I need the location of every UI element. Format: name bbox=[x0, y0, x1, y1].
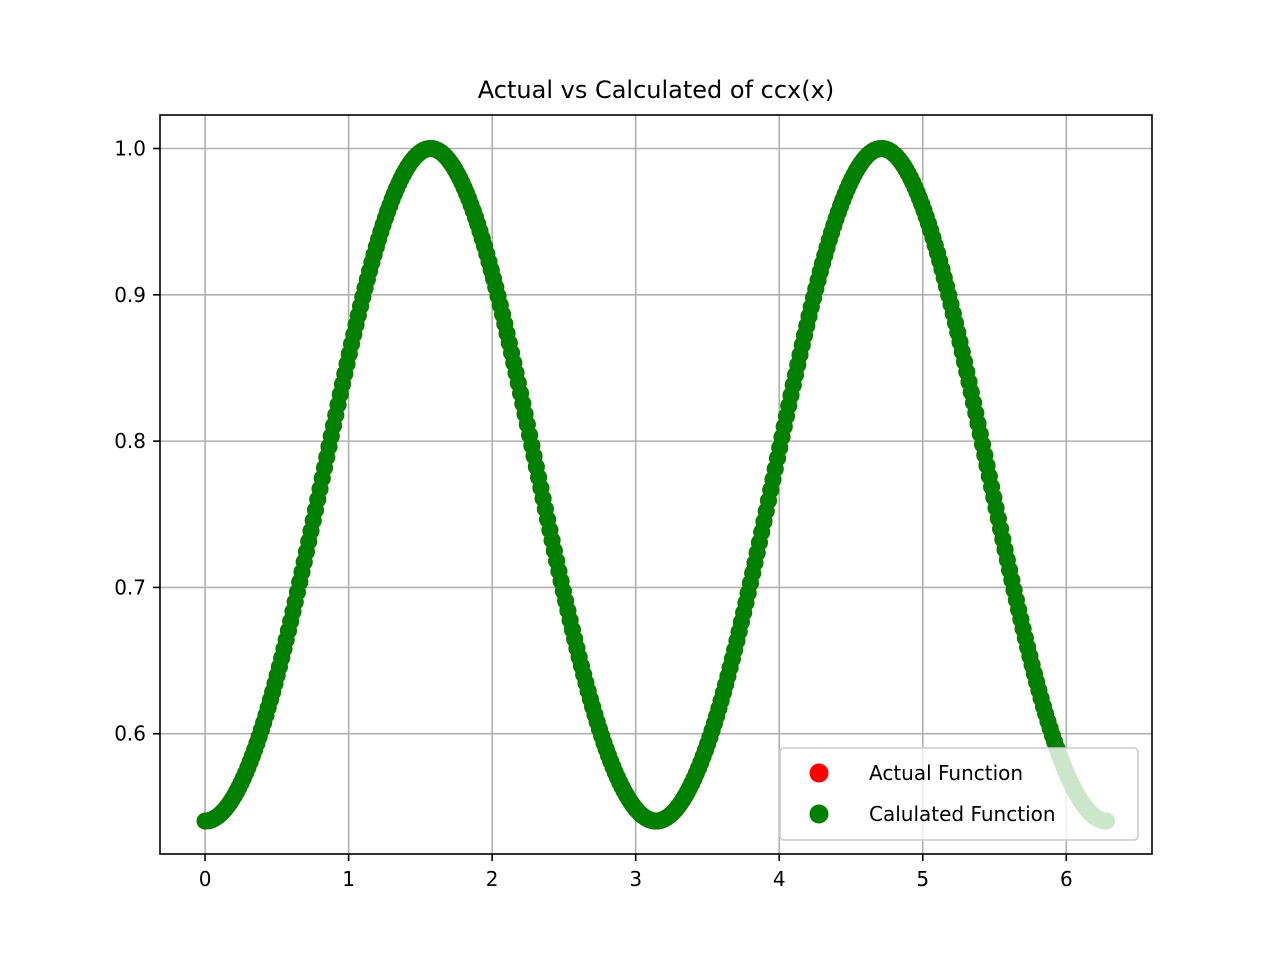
legend-frame bbox=[779, 747, 1139, 841]
y-tick-label: 0.8 bbox=[114, 429, 146, 453]
x-tick-label: 5 bbox=[916, 867, 929, 891]
x-tick-label: 0 bbox=[199, 867, 212, 891]
legend-label: Actual Function bbox=[869, 761, 1023, 785]
legend-marker bbox=[809, 804, 829, 824]
y-tick-label: 0.6 bbox=[114, 722, 146, 746]
x-tick-label: 3 bbox=[629, 867, 642, 891]
y-tick-label: 1.0 bbox=[114, 137, 146, 161]
legend: Actual Function Calulated Function bbox=[779, 747, 1139, 841]
legend-marker bbox=[809, 763, 829, 783]
legend-label: Calulated Function bbox=[869, 802, 1056, 826]
y-tick-label: 0.7 bbox=[114, 575, 146, 599]
x-tick-label: 6 bbox=[1060, 867, 1073, 891]
ticks: 0 1 2 3 4 5 6 0.6 0.7 0.8 0.9 1.0 bbox=[114, 137, 1072, 891]
y-tick-label: 0.9 bbox=[114, 283, 146, 307]
chart-title: Actual vs Calculated of ccx(x) bbox=[478, 76, 834, 104]
x-tick-label: 4 bbox=[773, 867, 786, 891]
plot-frame bbox=[159, 114, 1153, 855]
x-tick-label: 1 bbox=[342, 867, 355, 891]
x-tick-label: 2 bbox=[486, 867, 499, 891]
